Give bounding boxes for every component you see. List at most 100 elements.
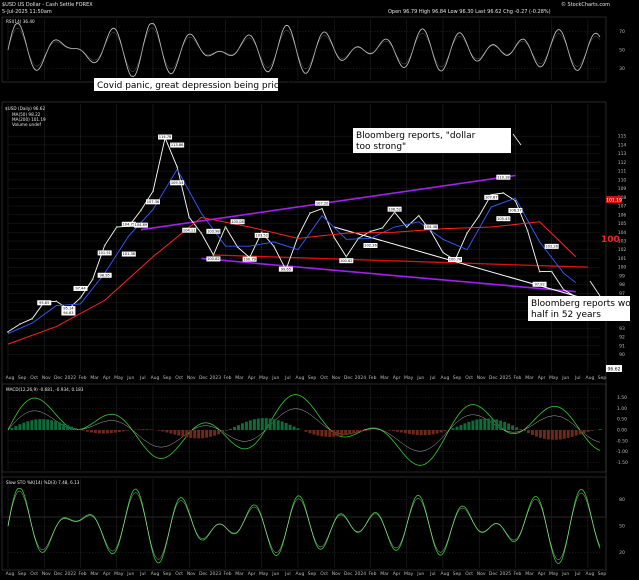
macd-histogram-bar (26, 421, 30, 430)
data-label-bg (448, 256, 463, 262)
last-value-tag-bg (606, 365, 622, 372)
macd-histogram-bar (427, 430, 431, 435)
osc-tick-label: -0.50 (616, 438, 628, 444)
macd-histogram-bar (248, 420, 252, 430)
data-label-bg (170, 180, 185, 186)
macd-histogram-bar (161, 430, 165, 432)
macd-histogram-bar (423, 430, 427, 436)
price-point (152, 190, 154, 193)
macd-histogram-bar (530, 430, 534, 435)
x-tick-label: Sep (163, 375, 172, 381)
macd-series (7, 394, 602, 466)
data-label: 106.37 (509, 209, 522, 213)
price-point (272, 245, 275, 248)
x-tick-label: Sep (18, 571, 27, 577)
price-tick-label: 93 (619, 326, 625, 332)
macd-histogram-bar (546, 430, 550, 440)
x-tick-label: Nov (187, 571, 196, 577)
osc-tick-label: 0.50 (617, 417, 627, 423)
macd-histogram-bar (93, 430, 97, 434)
price-point (502, 192, 505, 194)
macd-histogram-bar (288, 424, 292, 430)
data-label-bg (97, 250, 112, 256)
x-tick-label: Apr (103, 375, 111, 381)
macd-histogram-bar (181, 430, 185, 437)
macd-histogram-bar (113, 430, 117, 433)
data-label: 109.54 (171, 181, 184, 185)
data-label: 101.38 (123, 252, 136, 256)
macd-histogram-bar (352, 430, 356, 434)
data-label: 97.44 (75, 287, 86, 291)
price-legend: $USD (Daily) 96.62 MA(50) 98.22 MA(200) … (5, 106, 46, 127)
x-tick-label: Aug (296, 375, 305, 381)
macd-histogram-bar (578, 430, 582, 435)
macd-histogram-bar (121, 430, 125, 432)
x-tick-label: Jun (271, 571, 279, 577)
macd-histogram-bar (85, 430, 89, 432)
level-100-label: 100 (601, 235, 620, 245)
price-data-labels: 95.85 95.14 97.44 94.63 101.51 98.95 104.79 101… (37, 134, 559, 316)
price-point (297, 235, 299, 238)
ma200-line (7, 216, 577, 345)
macd-histogram-bar (209, 430, 213, 437)
x-tick-label: Sep (308, 571, 317, 577)
data-label-bg (158, 134, 173, 140)
worst-half-callout: Bloomberg reports worst firsthalf in 52 … (531, 299, 639, 320)
x-tick-label: Jul (284, 571, 290, 577)
quote-line: Open 96.79 High 96.84 Low 96.30 Last 96.… (388, 9, 551, 15)
price-tick-label: 106 (618, 212, 627, 218)
macd-histogram-bar (38, 419, 42, 430)
price-tick-label: 101 (618, 256, 627, 262)
data-label-bg (182, 227, 197, 233)
macd-histogram-bar (74, 428, 78, 430)
price-point (115, 226, 118, 228)
macd-histogram-bar (344, 430, 348, 436)
x-tick-label: Nov (42, 571, 51, 577)
macd-histogram-bar (391, 430, 395, 432)
x-tick-label: Feb (513, 571, 521, 577)
price-point (188, 216, 191, 219)
macd-histogram-bar (292, 426, 296, 430)
x-tick-label: May (114, 571, 124, 577)
x-tick-label: Aug (586, 375, 595, 381)
sto-axis: 80 50 20 (8, 497, 625, 556)
legend-volume: Volume undef (12, 122, 41, 127)
x-tick-label: Aug (6, 571, 15, 577)
price-tick-label: 90 (619, 352, 625, 358)
x-tick-label: Dec (54, 375, 63, 381)
price-point (490, 193, 493, 196)
price-point (224, 226, 227, 228)
macd-histogram-bar (30, 420, 34, 430)
x-tick-label: Oct (465, 375, 473, 381)
macd-histogram-bar (66, 425, 70, 430)
x-tick-label: May (549, 571, 559, 577)
price-point (417, 214, 420, 217)
x-tick-label: Sep (598, 571, 607, 577)
x-tick-label: Dec (54, 571, 63, 577)
price-point (321, 207, 323, 210)
x-tick-label: Apr (538, 571, 546, 577)
macd-histogram-bar (264, 418, 268, 430)
price-tick-label: 92 (619, 335, 625, 341)
macd-histogram-bar (435, 430, 439, 434)
macd-histogram-bar (503, 421, 507, 430)
macd-histogram-bar (58, 422, 62, 430)
data-label: 114.78 (159, 135, 172, 139)
x-tick-label: Feb (79, 571, 87, 577)
symbol-title: $USD US Dollar - Cash Settle FOREX (2, 2, 93, 8)
sto-g-line (7, 487, 601, 564)
x-tick-label: Jun (561, 571, 569, 577)
price-tick-label: 108 (618, 195, 627, 201)
x-tick-label: Feb (368, 375, 376, 381)
x-tick-label: Aug (586, 571, 595, 577)
data-label-bg (230, 219, 245, 225)
price-point (212, 254, 215, 256)
macd-histogram-bar (18, 424, 22, 430)
x-tick-label: Sep (163, 571, 172, 577)
price-tick-label: 112 (618, 160, 627, 166)
macd-histogram-bar (193, 430, 197, 439)
x-tick-label: Jun (561, 375, 569, 381)
data-label-bg (61, 306, 76, 312)
trendline-overlays (140, 174, 589, 300)
x-tick-label: Oct (320, 571, 328, 577)
